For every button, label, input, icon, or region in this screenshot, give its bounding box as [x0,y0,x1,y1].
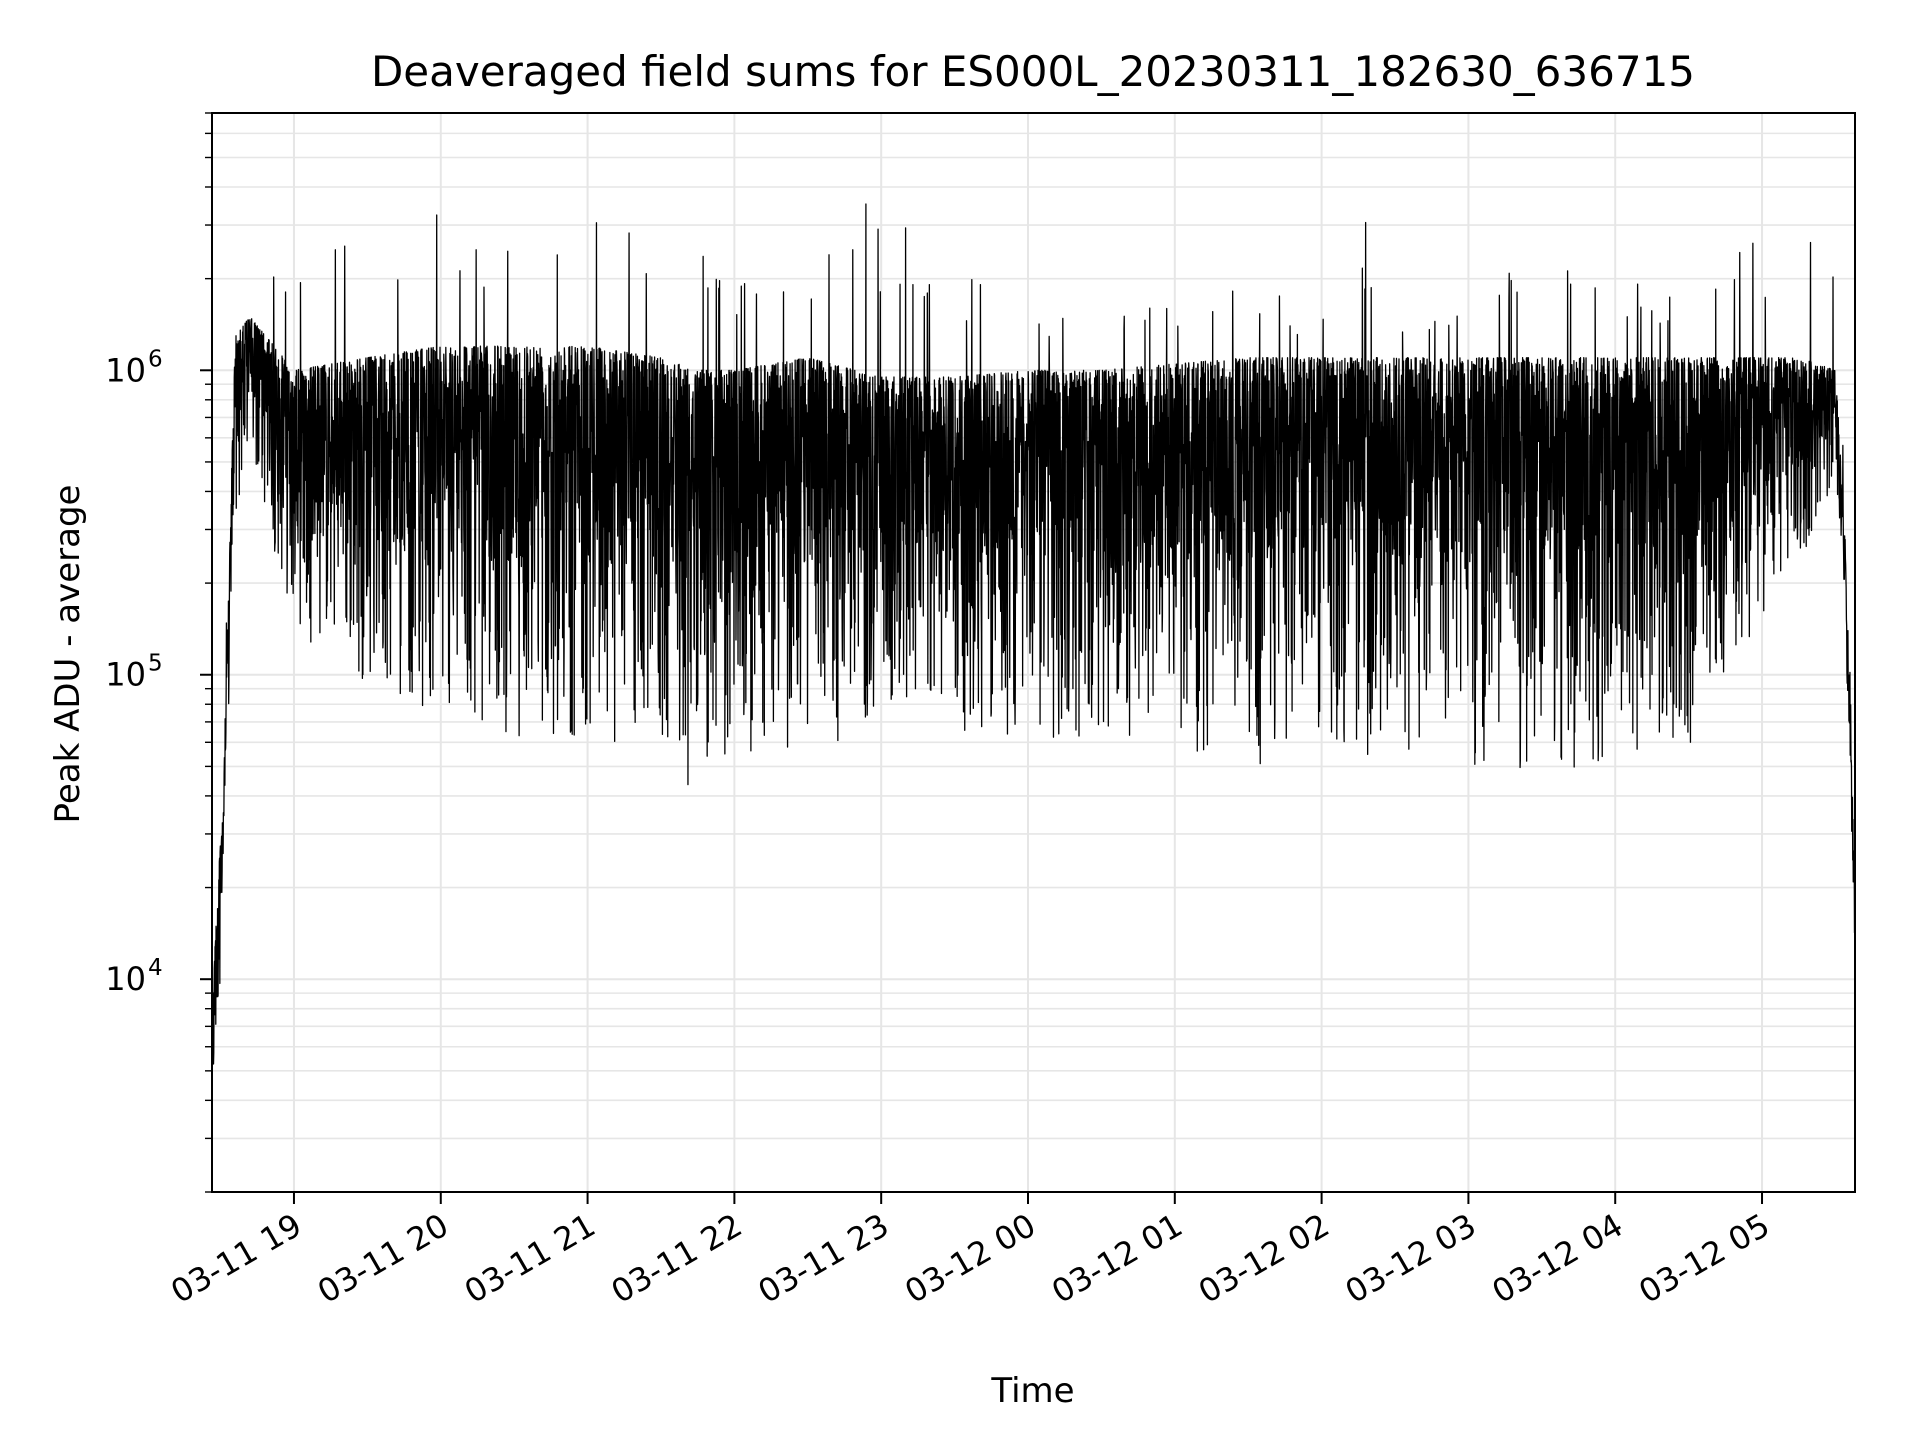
y-tick-label: 10 [105,960,146,998]
series-line [211,203,1856,1076]
series-path [211,203,1856,1076]
plot-frame [211,112,1856,1193]
y-tick-label: 10 [105,351,146,389]
chart-title: Deaveraged field sums for ES000L_2023031… [371,47,1695,96]
y-tick-label-exponent: 5 [148,651,163,677]
y-axis-label: Peak ADU - average [48,485,88,824]
y-tick-label-exponent: 6 [148,346,163,372]
y-tick-label-exponent: 4 [148,955,163,981]
y-tick-label: 10 [105,656,146,694]
x-axis-label: Time [990,1371,1074,1411]
